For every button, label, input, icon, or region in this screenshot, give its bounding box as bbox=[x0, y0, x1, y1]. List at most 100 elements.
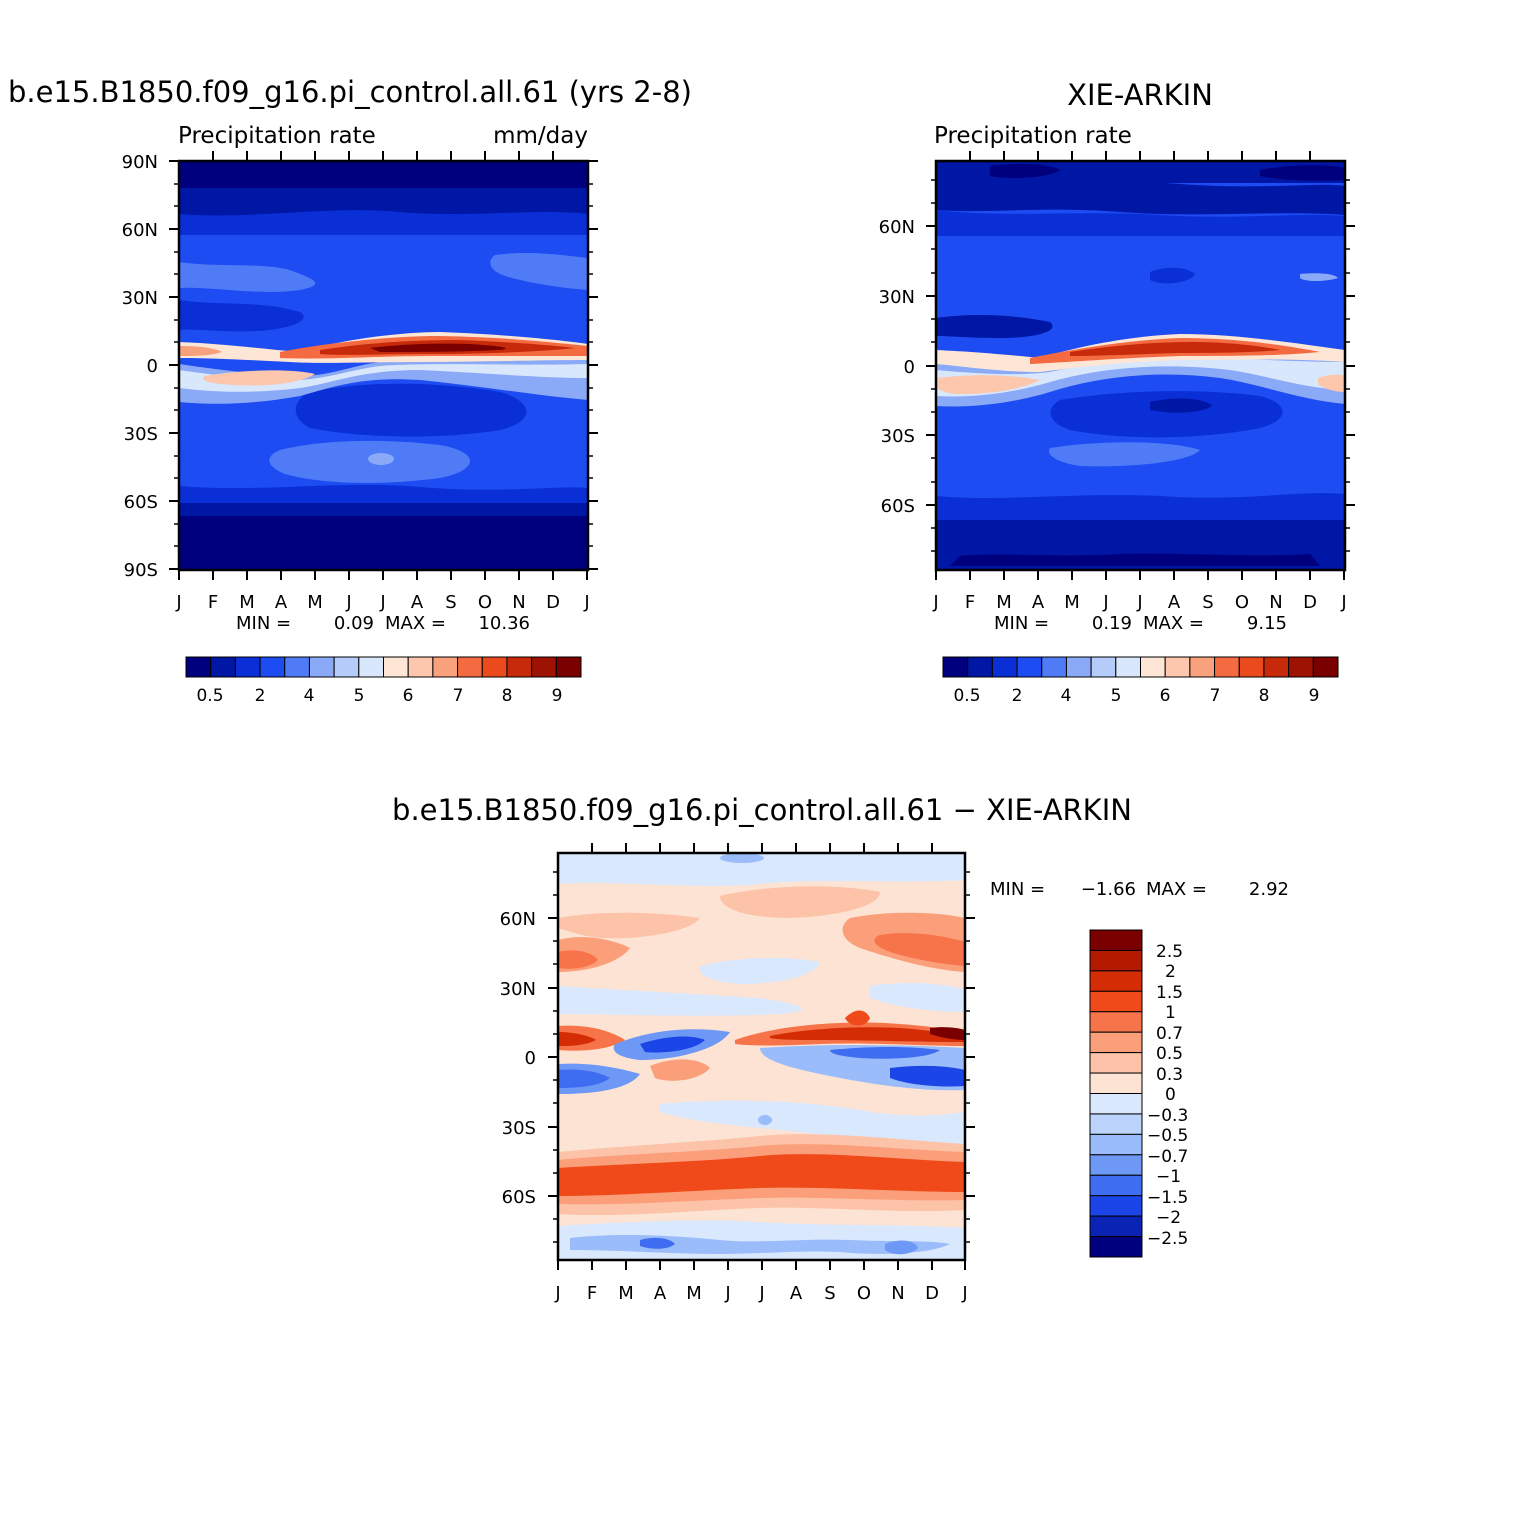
panel-diff-nh-pos-east-core bbox=[874, 933, 965, 966]
panel-obs-colorbar-swatch bbox=[1288, 656, 1314, 678]
panel-obs-colorbar-label: 9 bbox=[1309, 686, 1320, 706]
panel-obs-plot-area bbox=[934, 159, 1347, 572]
panel-diff-colorbar-label: 0.3 bbox=[1156, 1065, 1183, 1085]
panel-diff-sh-neg-dot bbox=[758, 1115, 772, 1125]
panel-diff-colorbar-label: 2 bbox=[1165, 962, 1176, 982]
panel-diff-xtick: D bbox=[925, 1283, 939, 1304]
panel-obs-colorbar-label: 7 bbox=[1210, 686, 1221, 706]
panel-diff-colorbar-label: 0.7 bbox=[1156, 1024, 1183, 1044]
panel-model-colorbar-label: 0.5 bbox=[196, 686, 223, 706]
panel-diff-eq-pos-east-core bbox=[770, 1027, 965, 1042]
panel-model-colorbar-swatch bbox=[506, 656, 533, 678]
panel-obs-y-axis: 60N 30N 0 30S 60S bbox=[879, 179, 1355, 552]
panel-obs-colorbar-swatch bbox=[1263, 656, 1290, 678]
panel-model-xtick: N bbox=[512, 592, 525, 613]
panel-diff-ytick: 60S bbox=[502, 1187, 536, 1208]
panel-obs-xtick: J bbox=[1102, 592, 1108, 613]
panel-obs-xtick: S bbox=[1202, 592, 1213, 613]
panel-obs-colorbar-label: 5 bbox=[1111, 686, 1122, 706]
panel-diff-min-value: −1.66 bbox=[1081, 879, 1136, 900]
panel-diff-ytick: 30N bbox=[500, 979, 536, 1000]
panel-model: b.e15.B1850.f09_g16.pi_control.all.61 (y… bbox=[8, 75, 692, 706]
panel-obs-subtitle-left: Precipitation rate bbox=[934, 123, 1132, 149]
panel-obs-nh-pacific-track bbox=[1300, 273, 1338, 281]
panel-model-nh-storm-track bbox=[179, 262, 316, 292]
panel-model-xtick: A bbox=[411, 592, 424, 613]
panel-obs-sh-subtropic-dry bbox=[1050, 391, 1283, 438]
panel-obs-ytick: 60S bbox=[881, 496, 915, 517]
panel-diff-colorbar-labels: 2.5 2 1.5 1 0.7 0.5 0.3 0 −0.3 −0.5 −0.7… bbox=[1147, 942, 1188, 1249]
panel-diff-eq-neg-east-core bbox=[830, 1047, 940, 1059]
panel-model-colorbar-swatch bbox=[457, 656, 483, 678]
panel-model-nh-subtropic-dry bbox=[179, 300, 304, 332]
panel-diff-nh-pos-west bbox=[558, 912, 700, 939]
panel-model-title: b.e15.B1850.f09_g16.pi_control.all.61 (y… bbox=[8, 75, 692, 109]
panel-model-colorbar-swatch bbox=[284, 656, 310, 678]
panel-model-xtick: F bbox=[208, 592, 218, 613]
panel-diff-sh-neg-west-core bbox=[558, 1069, 610, 1088]
panel-obs-north-pole-core bbox=[990, 163, 1060, 178]
panel-obs: XIE-ARKIN Precipitation rate bbox=[879, 78, 1355, 706]
panel-diff-colorbar-swatch bbox=[1089, 990, 1143, 1013]
panel-diff-southern-neg-core-east bbox=[885, 1240, 918, 1255]
panel-model-ytick: 90S bbox=[124, 560, 158, 581]
panel-diff-arctic-neg bbox=[558, 853, 965, 886]
panel-obs-band-north-subpolar bbox=[936, 180, 1345, 215]
panel-obs-colorbar-label: 2 bbox=[1012, 686, 1023, 706]
panel-obs-colorbar-swatch bbox=[1214, 656, 1240, 678]
panel-model-xtick: A bbox=[275, 592, 288, 613]
panel-model-min-label: MIN = bbox=[236, 613, 291, 634]
panel-obs-sh-dry-core bbox=[1150, 398, 1212, 413]
panel-obs-colorbar-swatch bbox=[1115, 656, 1141, 678]
panel-model-sh-storm-track-core bbox=[368, 453, 394, 465]
panel-diff: b.e15.B1850.f09_g16.pi_control.all.61 − … bbox=[392, 793, 1289, 1304]
panel-obs-itcz-halo-light bbox=[936, 358, 1345, 397]
panel-obs-colorbar-swatch bbox=[1090, 656, 1117, 678]
panel-obs-ytick: 30S bbox=[881, 426, 915, 447]
panel-diff-colorbar-label: −1.5 bbox=[1147, 1188, 1188, 1208]
panel-obs-xtick: A bbox=[1168, 592, 1181, 613]
panel-model-xtick: M bbox=[307, 592, 323, 613]
panel-diff-nh-subtropic-neg-east bbox=[870, 983, 965, 1012]
panel-diff-xtick: M bbox=[686, 1283, 702, 1304]
panel-diff-max-value: 2.92 bbox=[1249, 879, 1289, 900]
panel-diff-colorbar-label: 1 bbox=[1165, 1003, 1176, 1023]
panel-model-ytick: 90N bbox=[122, 152, 158, 173]
panel-diff-colorbar-swatch bbox=[1089, 1174, 1143, 1197]
panel-obs-colorbar-swatch bbox=[1164, 656, 1191, 678]
panel-obs-colorbar-label: 6 bbox=[1160, 686, 1171, 706]
panel-diff-xtick: S bbox=[824, 1283, 835, 1304]
panel-model-ytick: 60N bbox=[122, 220, 158, 241]
panel-diff-nh-neg-central bbox=[699, 957, 820, 984]
panel-model-colorbar-swatch bbox=[555, 656, 582, 678]
panel-model-colorbar-swatch bbox=[210, 656, 236, 678]
panel-model-colorbar-swatch bbox=[333, 656, 360, 678]
panel-model-subtitle-right: mm/day bbox=[493, 123, 588, 149]
panel-diff-xtick: A bbox=[790, 1283, 803, 1304]
panel-diff-colorbar-label: 0 bbox=[1165, 1085, 1176, 1105]
panel-model-max-value: 10.36 bbox=[478, 613, 530, 634]
panel-diff-colorbar-label: −0.3 bbox=[1147, 1106, 1188, 1126]
panel-obs-colorbar-swatch bbox=[1312, 656, 1339, 678]
panel-model-colorbar-swatch bbox=[234, 656, 261, 678]
panel-obs-colorbar-swatch bbox=[1041, 656, 1067, 678]
panel-obs-nh-subtropic-dry bbox=[936, 315, 1053, 338]
panel-model-band-north-60 bbox=[179, 210, 588, 235]
panel-model-colorbar bbox=[185, 656, 582, 678]
panel-obs-colorbar-swatch bbox=[1238, 656, 1265, 678]
panel-obs-xtick: M bbox=[996, 592, 1012, 613]
panel-model-colorbar-label: 5 bbox=[354, 686, 365, 706]
panel-model-colorbar-swatch bbox=[185, 656, 212, 678]
panel-diff-colorbar-label: 0.5 bbox=[1156, 1044, 1183, 1064]
panel-obs-colorbar-swatch bbox=[1065, 656, 1092, 678]
panel-diff-colorbar-swatch bbox=[1089, 1236, 1143, 1258]
panel-diff-eq-neg-west-core bbox=[640, 1036, 705, 1053]
panel-diff-colorbar-label: −1 bbox=[1156, 1167, 1181, 1187]
panel-model-min-value: 0.09 bbox=[334, 613, 374, 634]
panel-obs-colorbar-label: 4 bbox=[1061, 686, 1072, 706]
panel-diff-ytick: 60N bbox=[500, 909, 536, 930]
panel-obs-xtick: D bbox=[1303, 592, 1317, 613]
panel-obs-title: XIE-ARKIN bbox=[1067, 78, 1213, 112]
panel-obs-stats: MIN = 0.19 MAX = 9.15 bbox=[994, 613, 1287, 634]
panel-model-band-south-polar bbox=[179, 513, 588, 570]
